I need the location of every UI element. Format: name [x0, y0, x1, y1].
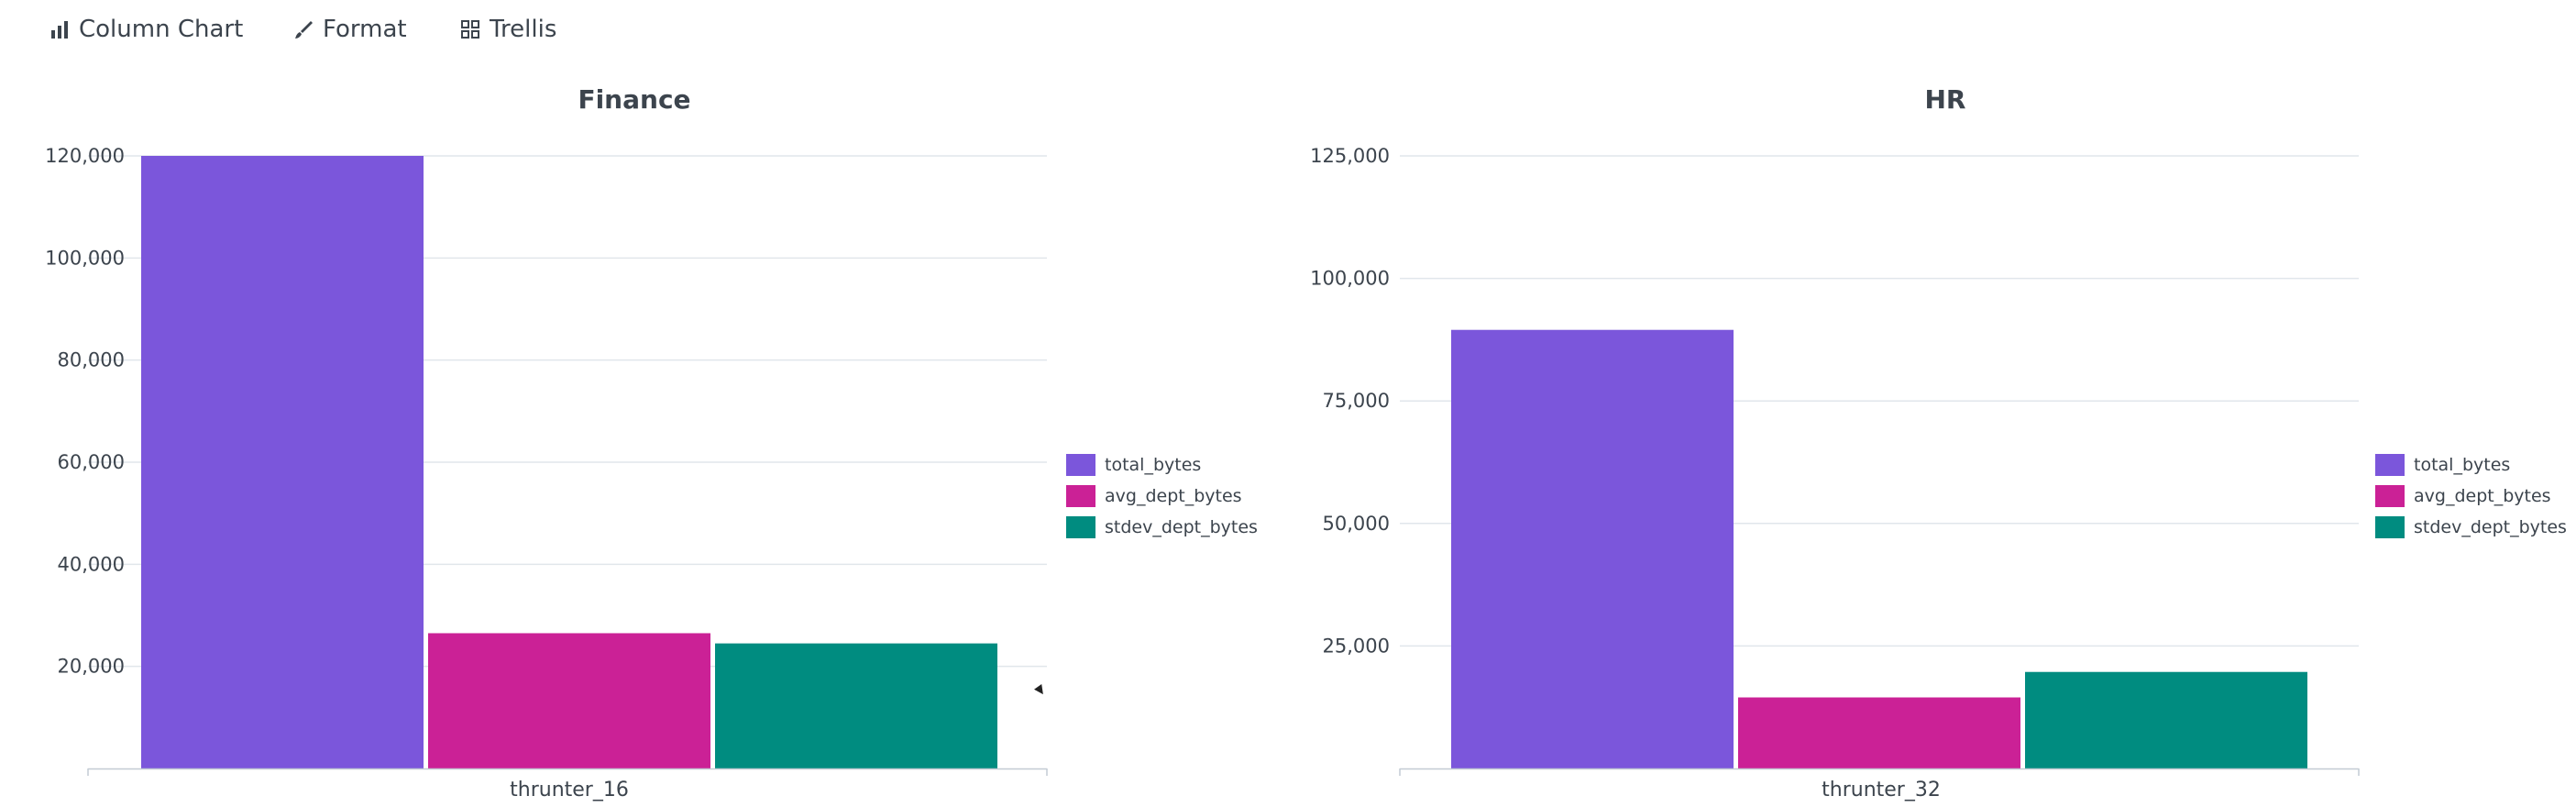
x-category-label: thrunter_32	[1822, 779, 1941, 801]
format-button[interactable]: Format	[293, 9, 407, 50]
format-label: Format	[323, 16, 407, 43]
legend-item-stdev-dept-bytes[interactable]: stdev_dept_bytes	[2375, 512, 2567, 543]
x-category-label: thrunter_16	[510, 779, 629, 801]
y-tick-label: 40,000	[58, 553, 125, 575]
grid-icon	[460, 19, 480, 39]
chart-title-hr: HR	[1925, 84, 1966, 115]
legend-item-avg-dept-bytes[interactable]: avg_dept_bytes	[1066, 481, 1258, 512]
y-tick-label: 100,000	[1310, 268, 1390, 290]
y-tick-label: 75,000	[1323, 390, 1390, 412]
legend-swatch	[2375, 485, 2405, 507]
y-tick-label: 120,000	[45, 145, 125, 167]
legend-label: total_bytes	[2414, 455, 2511, 475]
toolbar: Column Chart Format Trellis	[0, 0, 2576, 59]
legend-label: stdev_dept_bytes	[1105, 517, 1258, 537]
bar-avg-dept-bytes[interactable]	[428, 633, 710, 768]
brush-icon	[293, 19, 314, 39]
legend-label: stdev_dept_bytes	[2414, 517, 2567, 537]
trellis-button[interactable]: Trellis	[460, 9, 556, 50]
legend-swatch	[2375, 516, 2405, 538]
legend-item-total-bytes[interactable]: total_bytes	[1066, 449, 1258, 481]
y-tick-label: 60,000	[58, 451, 125, 473]
column-chart-button[interactable]: Column Chart	[50, 9, 243, 50]
chart-finance: Finance 20,000 40,000 60,000 80,000 100,000 12…	[45, 84, 1048, 801]
bar-avg-dept-bytes[interactable]	[1738, 697, 2020, 768]
legend-hr: total_bytes avg_dept_bytes stdev_dept_byte…	[2375, 449, 2567, 543]
y-tick-label: 50,000	[1323, 513, 1390, 535]
legend-swatch	[2375, 454, 2405, 476]
bar-total-bytes[interactable]	[141, 156, 424, 768]
legend-item-stdev-dept-bytes[interactable]: stdev_dept_bytes	[1066, 512, 1258, 543]
column-chart-label: Column Chart	[79, 16, 244, 43]
y-tick-label: 80,000	[58, 349, 125, 371]
chart-title-finance: Finance	[578, 84, 690, 115]
y-tick-label: 100,000	[45, 247, 125, 269]
legend-finance: total_bytes avg_dept_bytes stdev_dept_byte…	[1066, 449, 1258, 543]
chart-panel-hr: HR 25,000 50,000 75,000 100,000 125,000 thrunt…	[1288, 73, 2576, 807]
legend-swatch	[1066, 485, 1095, 507]
legend-swatch	[1066, 516, 1095, 538]
legend-item-total-bytes[interactable]: total_bytes	[2375, 449, 2567, 481]
bar-stdev-dept-bytes[interactable]	[2025, 671, 2307, 768]
y-tick-label: 125,000	[1310, 145, 1390, 167]
legend-swatch	[1066, 454, 1095, 476]
legend-label: avg_dept_bytes	[2414, 486, 2551, 506]
legend-item-avg-dept-bytes[interactable]: avg_dept_bytes	[2375, 481, 2567, 512]
trellis-label: Trellis	[490, 16, 557, 43]
bar-total-bytes[interactable]	[1451, 329, 1734, 768]
y-tick-label: 20,000	[58, 656, 125, 678]
chart-hr: HR 25,000 50,000 75,000 100,000 125,000 thrunt…	[1310, 84, 2360, 801]
bar-chart-icon	[50, 19, 70, 39]
chart-panel-finance: Finance 20,000 40,000 60,000 80,000 100,000 12…	[0, 73, 1288, 807]
legend-label: total_bytes	[1105, 455, 1202, 475]
bar-stdev-dept-bytes[interactable]	[715, 643, 997, 768]
legend-label: avg_dept_bytes	[1105, 486, 1242, 506]
y-tick-label: 25,000	[1323, 635, 1390, 657]
